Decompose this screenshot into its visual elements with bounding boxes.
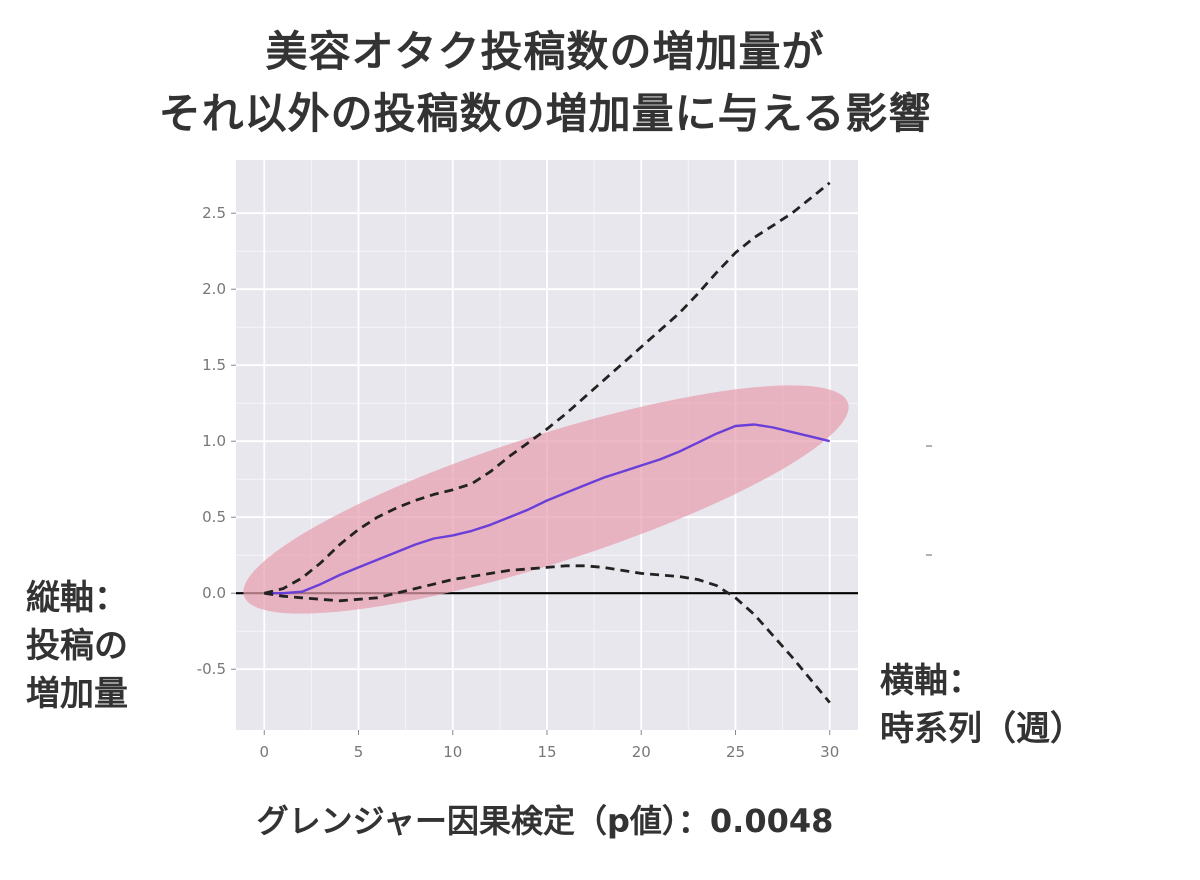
x-axis-note-line: 横軸： [880,661,982,701]
y-tick-label: 0.0 [202,584,226,602]
x-tick-label: 0 [259,743,269,761]
y-axis-note-line: 投稿の [26,626,128,666]
y-tick-label: 2.0 [202,280,226,298]
y-tick-label: 0.5 [202,508,226,526]
title-line-1: 美容オタク投稿数の増加量が [265,27,825,76]
title-line-2: それ以外の投稿数の増加量に与える影響 [158,89,932,138]
y-axis-note: 縦軸： 投稿の 増加量 [26,574,128,718]
x-tick-label: 5 [354,743,364,761]
y-tick-label: 2.5 [202,204,226,222]
x-axis-note: 横軸： 時系列（週） [880,657,1084,753]
y-tick-label: 1.0 [202,432,226,450]
series-line-response [264,423,830,595]
tick-labels: 0 5 10 15 20 25 30 -0.5 0.0 0.5 1.0 1.5 2.0 2.5 [197,204,840,761]
series-group [263,181,831,704]
edge-marks [926,445,932,556]
x-tick-label: 25 [726,743,745,761]
y-tick-label: -0.5 [197,660,226,678]
y-tick-label: 1.5 [202,356,226,374]
granger-test-result: グレンジャー因果検定（p値）：0.0048 [256,802,834,840]
x-tick-label: 10 [443,743,462,761]
series-line-upper [263,181,831,595]
y-axis-note-line: 縦軸： [26,578,128,618]
series-line-lower [264,564,831,704]
y-axis-note-line: 増加量 [26,674,128,714]
x-tick-label: 30 [820,743,839,761]
x-tick-label: 20 [632,743,651,761]
x-tick-label: 15 [537,743,556,761]
x-axis-note-line: 時系列（週） [880,709,1084,749]
